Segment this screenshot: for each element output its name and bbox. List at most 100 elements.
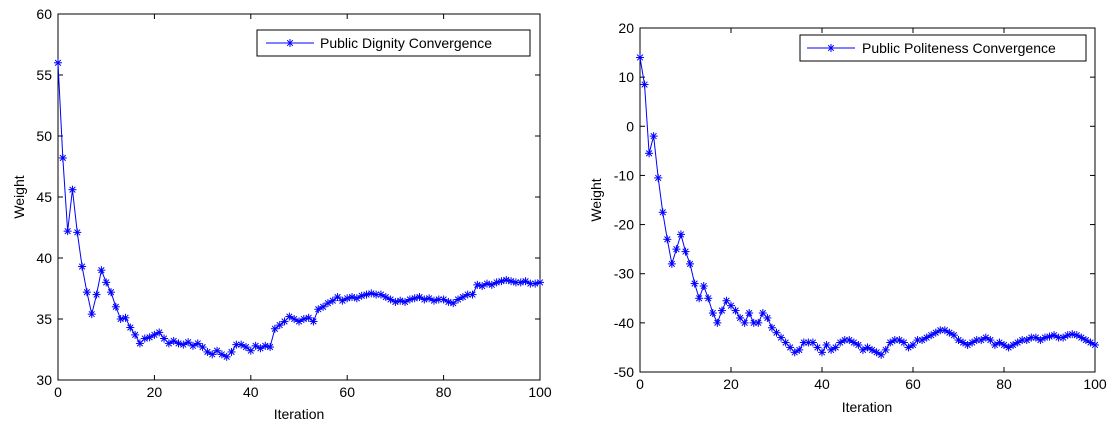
- data-point: [87, 310, 96, 319]
- data-point: [92, 290, 101, 299]
- data-point: [840, 336, 849, 345]
- y-axis-label: Weight: [11, 175, 27, 218]
- data-point: [909, 340, 917, 349]
- x-tick-label: 0: [54, 384, 62, 400]
- data-point: [251, 341, 260, 350]
- dignity-chart: 0 20 40 60 80 100 30 35 40 45 50 55 60 Iteration We…: [11, 6, 552, 422]
- data-point: [111, 302, 120, 311]
- data-point: [636, 53, 644, 62]
- data-point: [246, 346, 255, 355]
- legend-marker: [286, 39, 294, 47]
- data-point: [357, 291, 366, 300]
- data-point: [241, 343, 250, 352]
- data-point: [449, 299, 458, 308]
- x-tick-label: 80: [996, 376, 1012, 392]
- x-tick-label: 0: [636, 376, 644, 392]
- data-point: [473, 280, 482, 289]
- x-axis-ticks: 0 20 40 60 80 100: [54, 14, 552, 400]
- data-point: [116, 315, 125, 323]
- legend-marker: [827, 44, 835, 52]
- data-point: [227, 347, 236, 356]
- data-point: [160, 334, 169, 343]
- data-point: [429, 296, 438, 305]
- data-point: [713, 318, 722, 327]
- data-point: [963, 340, 972, 349]
- data-point: [722, 296, 731, 305]
- data-point: [135, 339, 144, 348]
- data-point: [266, 343, 275, 352]
- data-point: [333, 293, 342, 302]
- legend: Public Politeness Convergence: [799, 34, 1087, 62]
- x-axis-label: Iteration: [274, 406, 325, 422]
- data-point: [708, 309, 717, 318]
- data-point: [270, 324, 279, 333]
- data-point: [401, 297, 410, 306]
- x-tick-label: 20: [147, 384, 163, 400]
- y-tick-label: 10: [618, 69, 634, 85]
- data-point: [849, 338, 858, 347]
- legend: Public Dignity Convergence: [256, 29, 531, 57]
- series-layer: [54, 58, 544, 361]
- data-point: [1063, 331, 1072, 340]
- x-tick-label: 100: [1083, 376, 1107, 392]
- data-point: [155, 328, 164, 337]
- data-point: [343, 294, 352, 303]
- y-tick-label: -10: [614, 167, 634, 183]
- data-point: [410, 294, 419, 303]
- data-point: [986, 336, 995, 345]
- data-point: [813, 343, 822, 352]
- data-point: [198, 343, 207, 352]
- data-point: [280, 317, 289, 326]
- data-point: [676, 230, 685, 239]
- data-point: [863, 343, 872, 352]
- data-point: [736, 313, 745, 322]
- data-point: [295, 317, 303, 326]
- data-point: [949, 331, 958, 340]
- y-tick-label: -20: [614, 217, 634, 233]
- data-point: [854, 340, 863, 349]
- x-tick-label: 20: [723, 376, 739, 392]
- data-point: [881, 345, 890, 354]
- plot-frame: [639, 27, 1096, 373]
- data-point: [405, 295, 414, 304]
- data-point: [531, 279, 540, 288]
- data-point: [261, 341, 270, 350]
- data-point: [981, 333, 990, 342]
- data-point: [667, 259, 676, 268]
- x-tick-label: 40: [243, 384, 259, 400]
- data-point: [899, 338, 908, 347]
- data-point: [767, 323, 776, 332]
- data-point: [640, 80, 649, 89]
- data-point: [232, 340, 241, 349]
- data-point: [121, 313, 130, 322]
- data-point: [420, 295, 429, 304]
- y-tick-label: 35: [36, 311, 52, 327]
- data-point: [78, 262, 87, 271]
- data-point: [102, 278, 111, 287]
- x-tick-label: 60: [339, 384, 355, 400]
- data-point: [645, 149, 654, 158]
- data-point: [97, 266, 106, 275]
- data-point: [208, 350, 217, 359]
- x-tick-label: 60: [905, 376, 921, 392]
- data-point: [328, 296, 337, 305]
- data-point: [654, 173, 663, 182]
- data-point: [808, 338, 817, 347]
- data-point: [927, 331, 936, 340]
- data-point: [1086, 338, 1095, 347]
- data-point: [213, 346, 222, 355]
- data-point: [672, 245, 681, 254]
- data-point: [193, 339, 202, 348]
- data-point: [536, 278, 544, 287]
- y-tick-label: 30: [36, 372, 52, 388]
- data-point: [831, 343, 840, 352]
- data-point: [681, 247, 690, 256]
- data-point: [704, 294, 713, 303]
- data-point: [1077, 333, 1086, 342]
- y-axis-label: Weight: [588, 178, 604, 221]
- data-point: [690, 279, 699, 288]
- data-point: [222, 352, 231, 361]
- data-point: [790, 348, 799, 357]
- data-point: [699, 282, 708, 290]
- data-point: [58, 153, 67, 162]
